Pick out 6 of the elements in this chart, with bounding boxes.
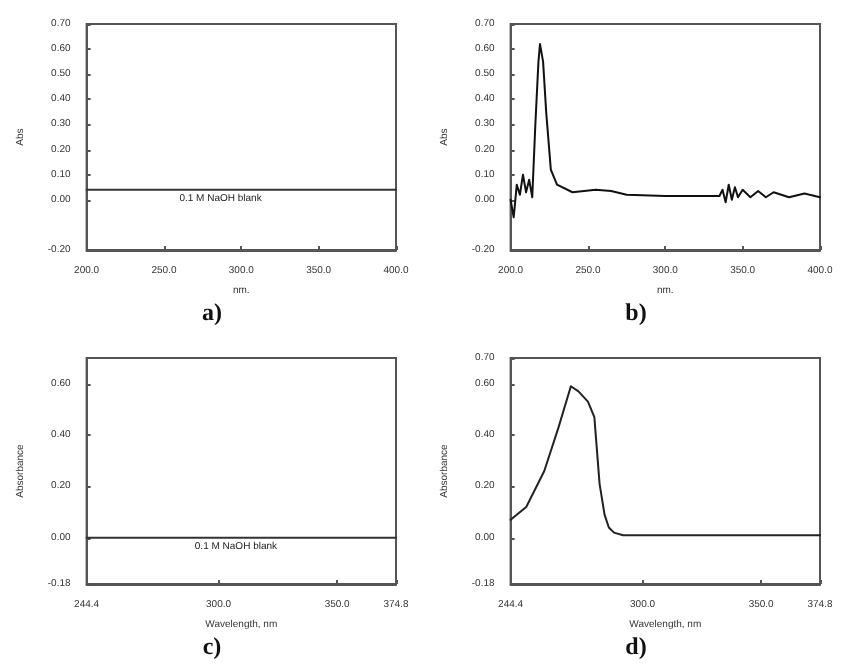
line-series	[509, 385, 821, 537]
text: a)	[202, 298, 222, 326]
text: b)	[625, 298, 647, 326]
text: c)	[202, 632, 222, 660]
text: d)	[625, 632, 647, 660]
line-series	[509, 43, 821, 219]
